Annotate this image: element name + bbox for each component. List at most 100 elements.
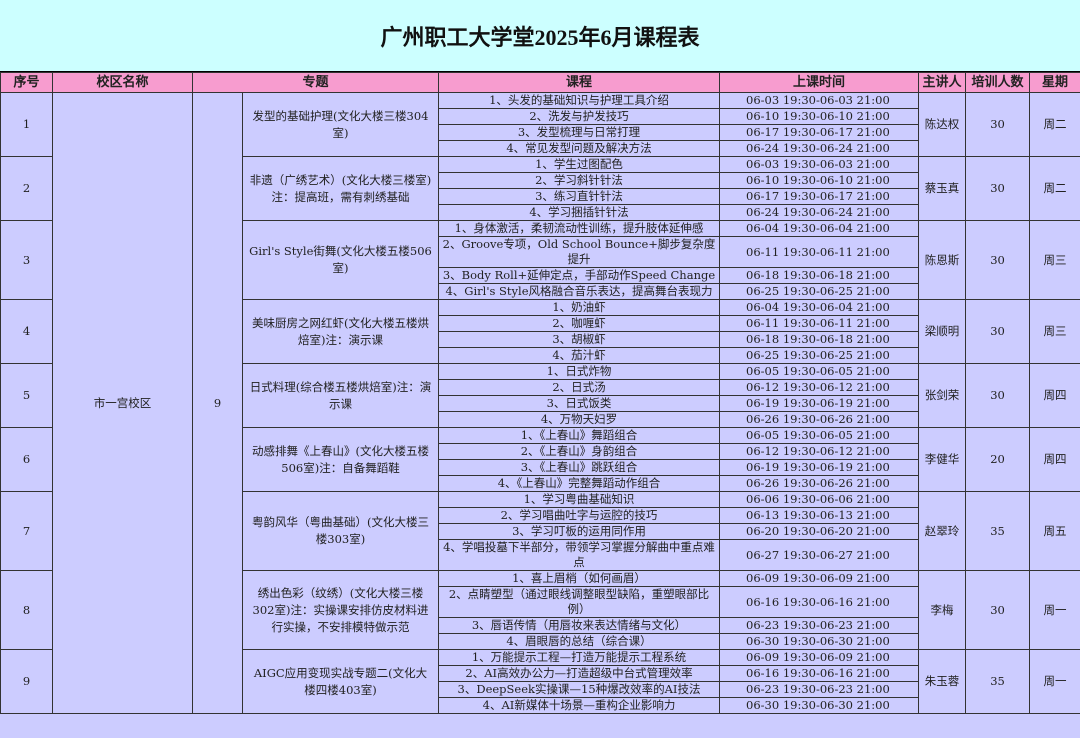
session-time: 06-06 19:30-06-06 21:00 [719, 491, 920, 508]
session-title: 1、日式炸物 [438, 363, 721, 380]
session-title: 3、练习直针针法 [438, 188, 721, 205]
weekday: 周三 [1029, 220, 1080, 300]
lecturer: 陈恩斯 [918, 220, 967, 300]
session-title: 2、《上春山》身韵组合 [438, 443, 721, 460]
session-row: 2、点睛塑型（通过眼线调整眼型缺陷，重塑眼部比例） 06-16 19:30-06-… [1, 586, 1080, 618]
session-row: 2、《上春山》身韵组合 06-12 19:30-06-12 21:00 [1, 443, 1080, 460]
course-no: 8 [0, 570, 53, 650]
session-title: 3、DeepSeek实操课—15种爆改效率的AI技法 [438, 681, 721, 698]
header-row: 序号 校区名称 专题 课程 上课时间 主讲人 培训人数 星期 [0, 72, 1080, 93]
session-row: 3、唇语传情（用唇妆来表达情绪与文化） 06-23 19:30-06-23 21:… [1, 617, 1080, 634]
weekday: 周二 [1029, 92, 1080, 157]
course-topic: Girl's Style街舞(文化大楼五楼506室) [241, 220, 440, 300]
session-time: 06-23 19:30-06-23 21:00 [719, 681, 920, 698]
session-row: 7 粤韵风华（粤曲基础）(文化大楼三楼303室) 1、学习粤曲基础知识 06-06 1… [0, 491, 1080, 571]
session-title: 4、学习捆插针针法 [438, 204, 721, 221]
schedule-table: 序号 校区名称 专题 课程 上课时间 主讲人 培训人数 星期 1 市一宫校区 9 发型的基础护理(文… [0, 72, 1080, 714]
column-header: 专题 [191, 72, 440, 93]
session-time: 06-03 19:30-06-03 21:00 [719, 156, 920, 173]
session-row: 2、学习唱曲吐字与运腔的技巧 06-13 19:30-06-13 21:00 [1, 507, 1080, 524]
course-topic: 发型的基础护理(文化大楼三楼304室) [241, 92, 440, 157]
session-time: 06-10 19:30-06-10 21:00 [719, 172, 920, 189]
lecturer: 李健华 [918, 427, 967, 492]
course-topic: 动感排舞《上春山》(文化大楼五楼506室)注：自备舞蹈鞋 [241, 427, 440, 492]
session-row: 4、学唱投墓下半部分，带领学习掌握分解曲中重点难点 06-27 19:30-06-… [1, 539, 1080, 571]
student-count: 30 [965, 220, 1031, 300]
session-time: 06-30 19:30-06-30 21:00 [719, 697, 920, 714]
session-title: 2、日式汤 [438, 379, 721, 396]
course-no: 6 [0, 427, 53, 492]
session-time: 06-19 19:30-06-19 21:00 [719, 395, 920, 412]
course-no: 2 [0, 156, 53, 221]
session-title: 3、日式饭类 [438, 395, 721, 412]
course-no: 5 [0, 363, 53, 428]
session-row: 3、胡椒虾 06-18 19:30-06-18 21:00 [1, 331, 1080, 348]
lecturer: 赵翠玲 [918, 491, 967, 571]
session-time: 06-18 19:30-06-18 21:00 [719, 331, 920, 348]
session-time: 06-20 19:30-06-20 21:00 [719, 523, 920, 540]
student-count: 30 [965, 363, 1031, 428]
column-header: 校区名称 [52, 72, 193, 93]
session-row: 2、咖喱虾 06-11 19:30-06-11 21:00 [1, 315, 1080, 332]
lecturer: 朱玉蓉 [918, 649, 967, 714]
session-title: 3、Body Roll+延伸定点，手部动作Speed Change [438, 267, 721, 284]
session-title: 2、洗发与护发技巧 [438, 108, 721, 125]
session-time: 06-24 19:30-06-24 21:00 [719, 204, 920, 221]
session-time: 06-26 19:30-06-26 21:00 [719, 475, 920, 492]
course-topic: 日式料理(综合楼五楼烘焙室)注：演示课 [241, 363, 440, 428]
session-title: 1、《上春山》舞蹈组合 [438, 427, 721, 444]
session-row: 8 绣出色彩（纹绣）(文化大楼三楼302室)注：实操课安排仿皮材料进行实操，不安排… [0, 570, 1080, 650]
session-title: 4、茄汁虾 [438, 347, 721, 364]
session-title: 1、身体激活，柔韧流动性训练，提升肢体延伸感 [438, 220, 721, 237]
course-no: 9 [0, 649, 53, 714]
session-time: 06-05 19:30-06-05 21:00 [719, 363, 920, 380]
session-time: 06-23 19:30-06-23 21:00 [719, 617, 920, 634]
session-time: 06-25 19:30-06-25 21:00 [719, 347, 920, 364]
session-time: 06-13 19:30-06-13 21:00 [719, 507, 920, 524]
session-time: 06-12 19:30-06-12 21:00 [719, 443, 920, 460]
column-header: 星期 [1029, 72, 1080, 93]
session-row: 4、Girl's Style风格融合音乐表达，提高舞台表现力 06-25 19:3… [1, 283, 1080, 300]
session-title: 2、学习斜针针法 [438, 172, 721, 189]
session-title: 2、AI高效办公力—打造超级中台式管理效率 [438, 665, 721, 682]
session-time: 06-12 19:30-06-12 21:00 [719, 379, 920, 396]
session-time: 06-27 19:30-06-27 21:00 [719, 539, 920, 571]
course-topic: 非遗（广绣艺术）(文化大楼三楼室)注：提高班，需有刺绣基础 [241, 156, 440, 221]
column-header: 课程 [438, 72, 721, 93]
session-row: 4 美味厨房之网红虾(文化大楼五楼烘焙室)注：演示课 1、奶油虾 06-04 19:3… [0, 299, 1080, 364]
lecturer: 梁顺明 [918, 299, 967, 364]
column-header: 培训人数 [965, 72, 1031, 93]
weekday: 周四 [1029, 427, 1080, 492]
session-row: 3、DeepSeek实操课—15种爆改效率的AI技法 06-23 19:30-06… [1, 681, 1080, 698]
course-no: 1 [0, 92, 53, 157]
session-time: 06-09 19:30-06-09 21:00 [719, 649, 920, 666]
session-row: 4、AI新媒体十场景—重构企业影响力 06-30 19:30-06-30 21:0… [1, 697, 1080, 714]
course-topic: AIGC应用变现实战专题二(文化大楼四楼403室) [241, 649, 440, 714]
session-row: 2、Groove专项，Old School Bounce+脚步复杂度提升 06-1… [1, 236, 1080, 268]
session-title: 1、头发的基础知识与护理工具介绍 [438, 92, 721, 109]
session-title: 3、唇语传情（用唇妆来表达情绪与文化） [438, 617, 721, 634]
weekday: 周一 [1029, 649, 1080, 714]
session-title: 2、Groove专项，Old School Bounce+脚步复杂度提升 [438, 236, 721, 268]
session-time: 06-30 19:30-06-30 21:00 [719, 633, 920, 650]
session-row: 9 AIGC应用变现实战专题二(文化大楼四楼403室) 1、万能提示工程—打造万能提… [0, 649, 1080, 714]
session-row: 4、常见发型问题及解决方法 06-24 19:30-06-24 21:00 [1, 140, 1080, 157]
session-time: 06-11 19:30-06-11 21:00 [719, 236, 920, 268]
course-topic: 美味厨房之网红虾(文化大楼五楼烘焙室)注：演示课 [241, 299, 440, 364]
session-title: 4、AI新媒体十场景—重构企业影响力 [438, 697, 721, 714]
session-time: 06-19 19:30-06-19 21:00 [719, 459, 920, 476]
lecturer: 李梅 [918, 570, 967, 650]
session-row: 6 动感排舞《上春山》(文化大楼五楼506室)注：自备舞蹈鞋 1、《上春山》舞蹈组合… [0, 427, 1080, 492]
session-title: 4、常见发型问题及解决方法 [438, 140, 721, 157]
session-title: 1、奶油虾 [438, 299, 721, 316]
weekday: 周二 [1029, 156, 1080, 221]
course-topic: 粤韵风华（粤曲基础）(文化大楼三楼303室) [241, 491, 440, 571]
course-no: 3 [0, 220, 53, 300]
course-no: 4 [0, 299, 53, 364]
session-title: 2、学习唱曲吐字与运腔的技巧 [438, 507, 721, 524]
course-no: 7 [0, 491, 53, 571]
session-title: 4、学唱投墓下半部分，带领学习掌握分解曲中重点难点 [438, 539, 721, 571]
session-time: 06-16 19:30-06-16 21:00 [719, 665, 920, 682]
session-row: 1 市一宫校区 9 发型的基础护理(文化大楼三楼304室) 1、头发的基础知识与护理工具… [0, 92, 1080, 714]
